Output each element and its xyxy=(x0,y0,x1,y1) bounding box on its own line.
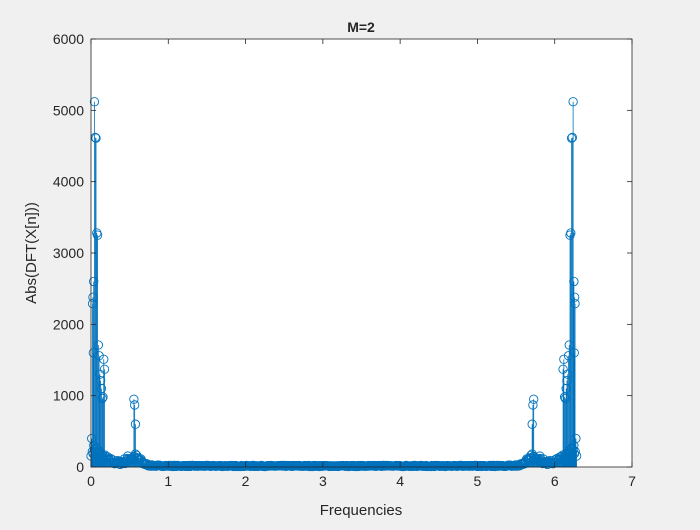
stem-marker xyxy=(568,97,578,107)
stem-marker xyxy=(88,348,98,358)
stem-marker xyxy=(329,461,340,471)
x-tick-label: 0 xyxy=(87,473,95,489)
stem-marker xyxy=(527,419,537,429)
stem-marker xyxy=(558,364,568,374)
stem-marker xyxy=(569,348,579,358)
stem-marker xyxy=(130,419,141,429)
stem-marker xyxy=(98,392,108,402)
stem-marker xyxy=(567,132,578,143)
stem-marker xyxy=(94,351,104,361)
stem-marker xyxy=(130,400,140,410)
y-tick-label: 5000 xyxy=(53,102,84,118)
stem-marker xyxy=(559,392,570,402)
stem-marker xyxy=(91,133,101,143)
plot-area xyxy=(91,39,632,467)
stem-marker xyxy=(92,230,103,240)
x-tick-label: 1 xyxy=(164,473,172,489)
stem-marker xyxy=(566,133,577,143)
stem-marker xyxy=(565,230,575,240)
stem-marker xyxy=(563,351,574,361)
x-tick-label: 6 xyxy=(551,473,559,489)
x-tick-label: 4 xyxy=(396,473,404,489)
stem-marker xyxy=(559,354,569,364)
stem-marker xyxy=(99,354,109,364)
stem-marker xyxy=(99,364,110,374)
stem-marker xyxy=(97,393,107,404)
stem-marker xyxy=(570,298,580,309)
y-axis-label: Abs(DFT(X[n])) xyxy=(23,202,40,304)
x-tick-label: 7 xyxy=(628,473,636,489)
y-tick-label: 4000 xyxy=(53,174,84,190)
x-tick-label: 3 xyxy=(319,473,327,489)
x-tick-label: 2 xyxy=(242,473,250,489)
y-tick-label: 1000 xyxy=(53,388,84,404)
stem-marker xyxy=(93,340,103,350)
y-tick-label: 0 xyxy=(76,459,84,475)
stem-series xyxy=(86,97,582,472)
stem-marker xyxy=(564,340,574,350)
stem-marker xyxy=(87,298,98,309)
y-tick-label: 2000 xyxy=(53,316,84,332)
stem-marker xyxy=(528,400,538,410)
stem-marker xyxy=(89,97,100,107)
stem-marker xyxy=(529,394,539,404)
chart-title: M=2 xyxy=(347,19,375,35)
stem-marker xyxy=(114,456,124,467)
stem-marker xyxy=(544,456,554,467)
y-tick-label: 3000 xyxy=(53,245,84,261)
stem-marker xyxy=(560,393,571,404)
axes: 0 1 2 3 4 5 6 7 0 1000 2000 3000 4000 5000 6000 xyxy=(53,31,636,489)
x-tick-label: 5 xyxy=(474,473,482,489)
x-axis-label: Frequencies xyxy=(320,502,403,519)
y-tick-label: 6000 xyxy=(53,31,84,47)
stem-marker xyxy=(129,394,139,404)
